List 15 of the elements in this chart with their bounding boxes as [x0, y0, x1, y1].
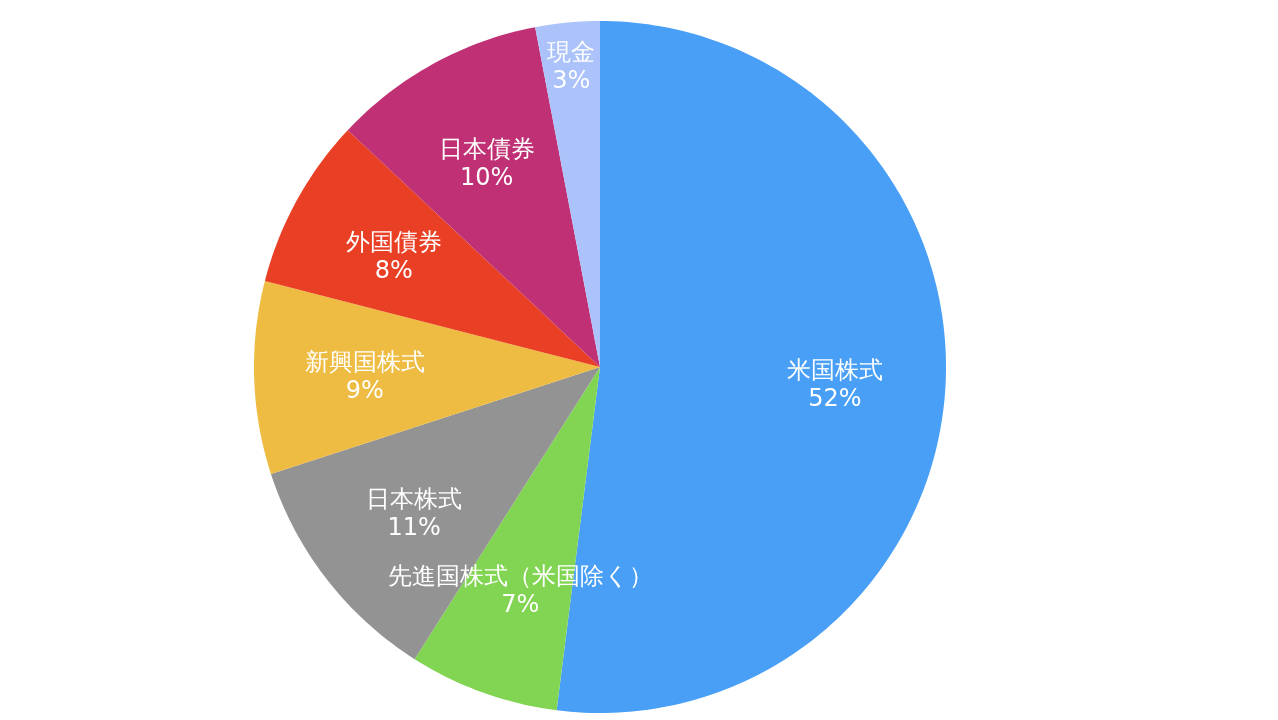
data-label: 10%: [459, 162, 514, 191]
pie-slice: [254, 280, 600, 474]
data-label: 7%: [501, 590, 540, 619]
slice-label: 外国債券: [345, 227, 442, 256]
data-label: 52%: [808, 383, 862, 412]
slice-label: 米国株式: [786, 355, 883, 384]
slice-label: 日本債券: [438, 134, 535, 163]
data-label: 8%: [374, 255, 413, 284]
data-label: 9%: [345, 376, 384, 405]
data-label: 11%: [387, 513, 441, 542]
pie-slice: [535, 21, 600, 367]
data-label: 3%: [552, 65, 591, 94]
slice-label: 日本株式: [366, 485, 463, 514]
slice-label: 現金: [547, 37, 596, 66]
slice-label: 新興国株式: [304, 348, 425, 377]
